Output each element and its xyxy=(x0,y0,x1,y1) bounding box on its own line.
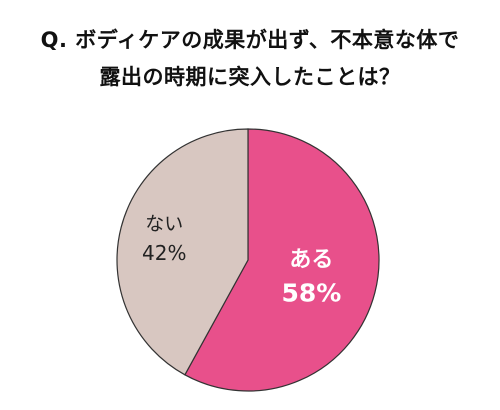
pie-slice-2 xyxy=(116,128,249,376)
slice-name-label-2: ない xyxy=(145,213,183,235)
chart-title-line-1: Q. ボディケアの成果が出ず、不本意な体で xyxy=(40,28,460,52)
pie-slices xyxy=(116,128,380,392)
chart-title-line-2: 露出の時期に突入したことは？ xyxy=(99,65,401,89)
slice-value-label-2: 42% xyxy=(142,241,186,265)
slice-value-label-1: 58% xyxy=(282,278,342,307)
pie-labels: ある 58% ない 42% xyxy=(142,213,341,307)
pie-slice-1 xyxy=(184,128,380,392)
slice-name-label-1: ある xyxy=(289,247,333,272)
chart-title: Q. ボディケアの成果が出ず、不本意な体で 露出の時期に突入したことは？ xyxy=(0,22,500,96)
